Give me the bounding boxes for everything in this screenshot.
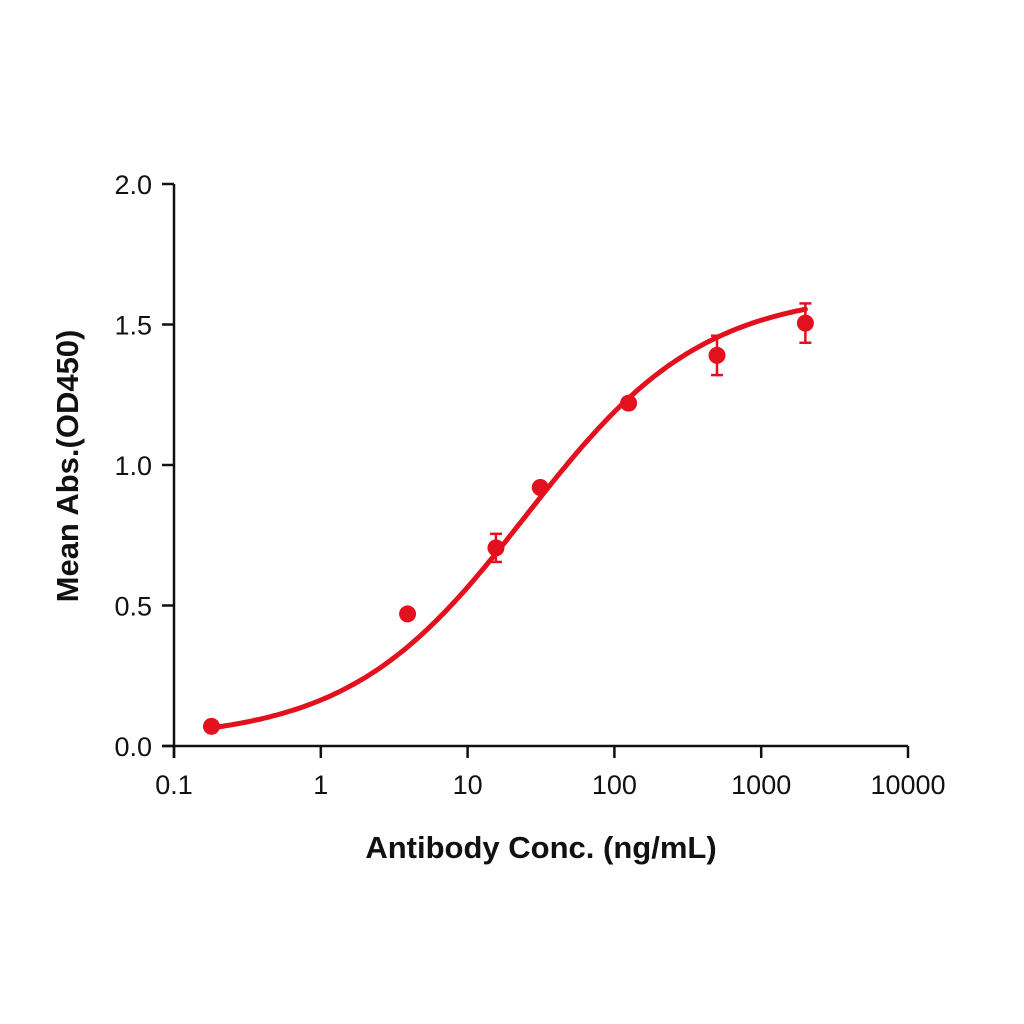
data-point [620,394,638,412]
x-tick-label: 1 [313,770,328,800]
data-point [796,314,814,332]
data-point [708,346,726,364]
data-points [202,302,814,735]
x-tick-label: 10000 [870,770,945,800]
fit-curve [209,306,808,731]
x-tick-label: 1000 [731,770,791,800]
x-tick-label: 10 [453,770,483,800]
axes: 0.0 0.5 1.0 1.5 2.0 0.1 1 10 100 1000 10000 [114,170,945,800]
fit-curve-path [209,306,808,731]
x-tick-label: 0.1 [155,770,193,800]
y-tick-label: 1.0 [114,451,152,481]
data-point [399,605,417,623]
data-point [202,717,220,735]
data-point [487,539,505,557]
y-tick-label: 1.5 [114,311,152,341]
y-tick-label: 0.5 [114,592,152,622]
y-axis-title: Mean Abs.(OD450) [50,330,85,603]
x-axis-title: Antibody Conc. (ng/mL) [365,830,716,865]
y-tick-label: 0.0 [114,732,152,762]
y-tick-label: 2.0 [114,170,152,200]
x-tick-label: 100 [592,770,637,800]
data-point [531,478,549,496]
